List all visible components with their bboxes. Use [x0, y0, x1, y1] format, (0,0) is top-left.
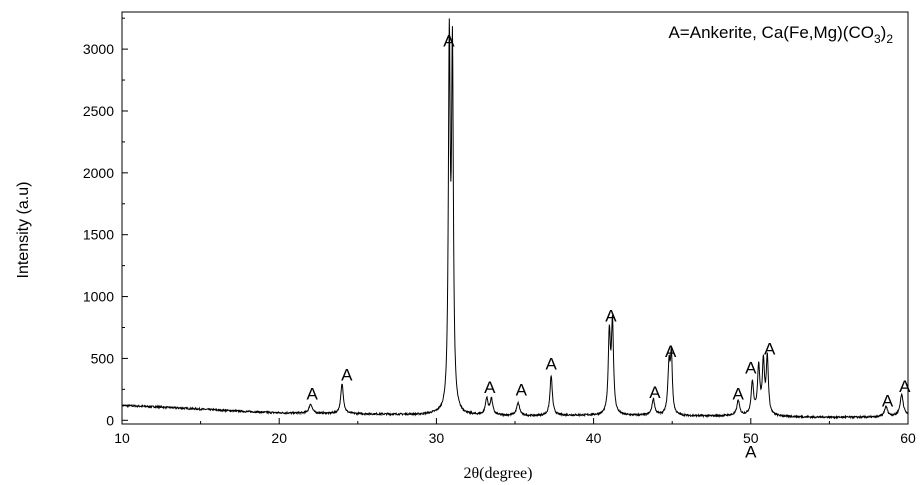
x-tick-label: 10 [114, 430, 130, 446]
peak-label: A [733, 384, 745, 403]
diffraction-pattern-line [121, 18, 909, 420]
peak-label: A [307, 384, 319, 403]
peak-label: A [341, 366, 353, 385]
y-tick-label: 3000 [83, 41, 114, 57]
y-tick-label: 500 [91, 350, 115, 366]
legend-label: A=Ankerite, Ca(Fe,Mg)(CO3)2 [668, 23, 893, 46]
peak-label: A [649, 383, 661, 402]
peak-label: A [443, 32, 455, 51]
x-tick-label: 40 [586, 430, 602, 446]
y-axis-title: Intensity (a.u) [15, 182, 32, 279]
peak-label: A [899, 377, 911, 396]
peak-label: A [745, 442, 757, 461]
peak-label: A [605, 306, 617, 325]
x-tick-label: 30 [429, 430, 445, 446]
peak-label: A [764, 340, 776, 359]
peak-label: A [516, 381, 528, 400]
y-axis-ticks: 0 500 1000 1500 2000 2500 3000 [83, 17, 128, 428]
y-tick-label: 1000 [83, 289, 114, 305]
peak-label: A [882, 392, 894, 411]
plot-frame [121, 11, 909, 425]
x-axis-ticks: 10 20 30 40 50 60 [114, 418, 916, 446]
y-tick-label: 2500 [83, 103, 114, 119]
x-axis-title: 2θ(degree) [464, 465, 533, 482]
plot-border [121, 11, 909, 425]
y-tick-label: 2000 [83, 165, 114, 181]
peak-label: A [665, 342, 677, 361]
peak-label: A [745, 358, 757, 377]
x-tick-label: 60 [900, 430, 916, 446]
x-tick-label: 50 [743, 430, 759, 446]
peak-label: A [545, 355, 557, 374]
y-tick-label: 0 [106, 412, 114, 428]
y-tick-label: 1500 [83, 227, 114, 243]
peak-label: A [484, 378, 496, 397]
x-tick-label: 20 [271, 430, 287, 446]
